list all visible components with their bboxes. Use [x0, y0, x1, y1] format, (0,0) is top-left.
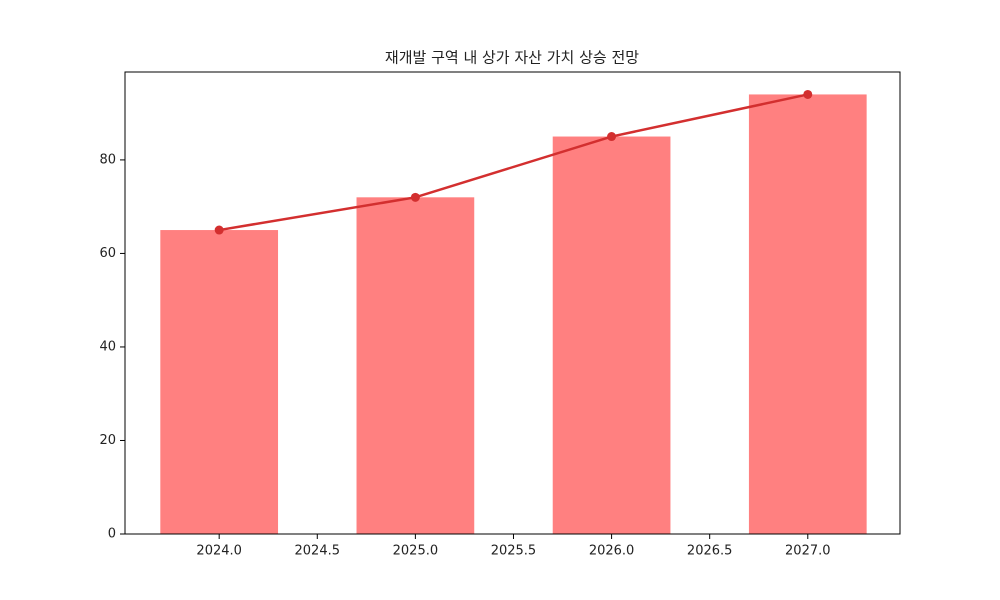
line-marker: [410, 192, 420, 202]
line-marker: [607, 132, 617, 142]
line-marker: [214, 225, 224, 235]
x-tick-label: 2025.5: [491, 544, 537, 559]
chart-title: 재개발 구역 내 상가 자산 가치 상승 전망: [385, 49, 639, 67]
bar: [552, 136, 671, 534]
plot-frame: [124, 71, 901, 535]
bar: [160, 230, 279, 535]
y-tick-label: 80: [99, 152, 116, 167]
line: [218, 93, 809, 232]
bar: [356, 197, 475, 535]
x-tick-label: 2024.0: [196, 544, 242, 559]
y-tick-label: 0: [108, 527, 116, 542]
x-tick-label: 2027.0: [785, 544, 831, 559]
x-tick-label: 2024.5: [295, 544, 341, 559]
line-marker: [803, 89, 813, 99]
bar: [748, 94, 867, 534]
x-tick-label: 2026.0: [589, 544, 635, 559]
x-tick-label: 2026.5: [687, 544, 733, 559]
y-tick-label: 40: [99, 339, 116, 354]
y-tick-label: 20: [99, 433, 116, 448]
x-tick-label: 2025.0: [393, 544, 439, 559]
y-tick-label: 60: [99, 246, 116, 261]
